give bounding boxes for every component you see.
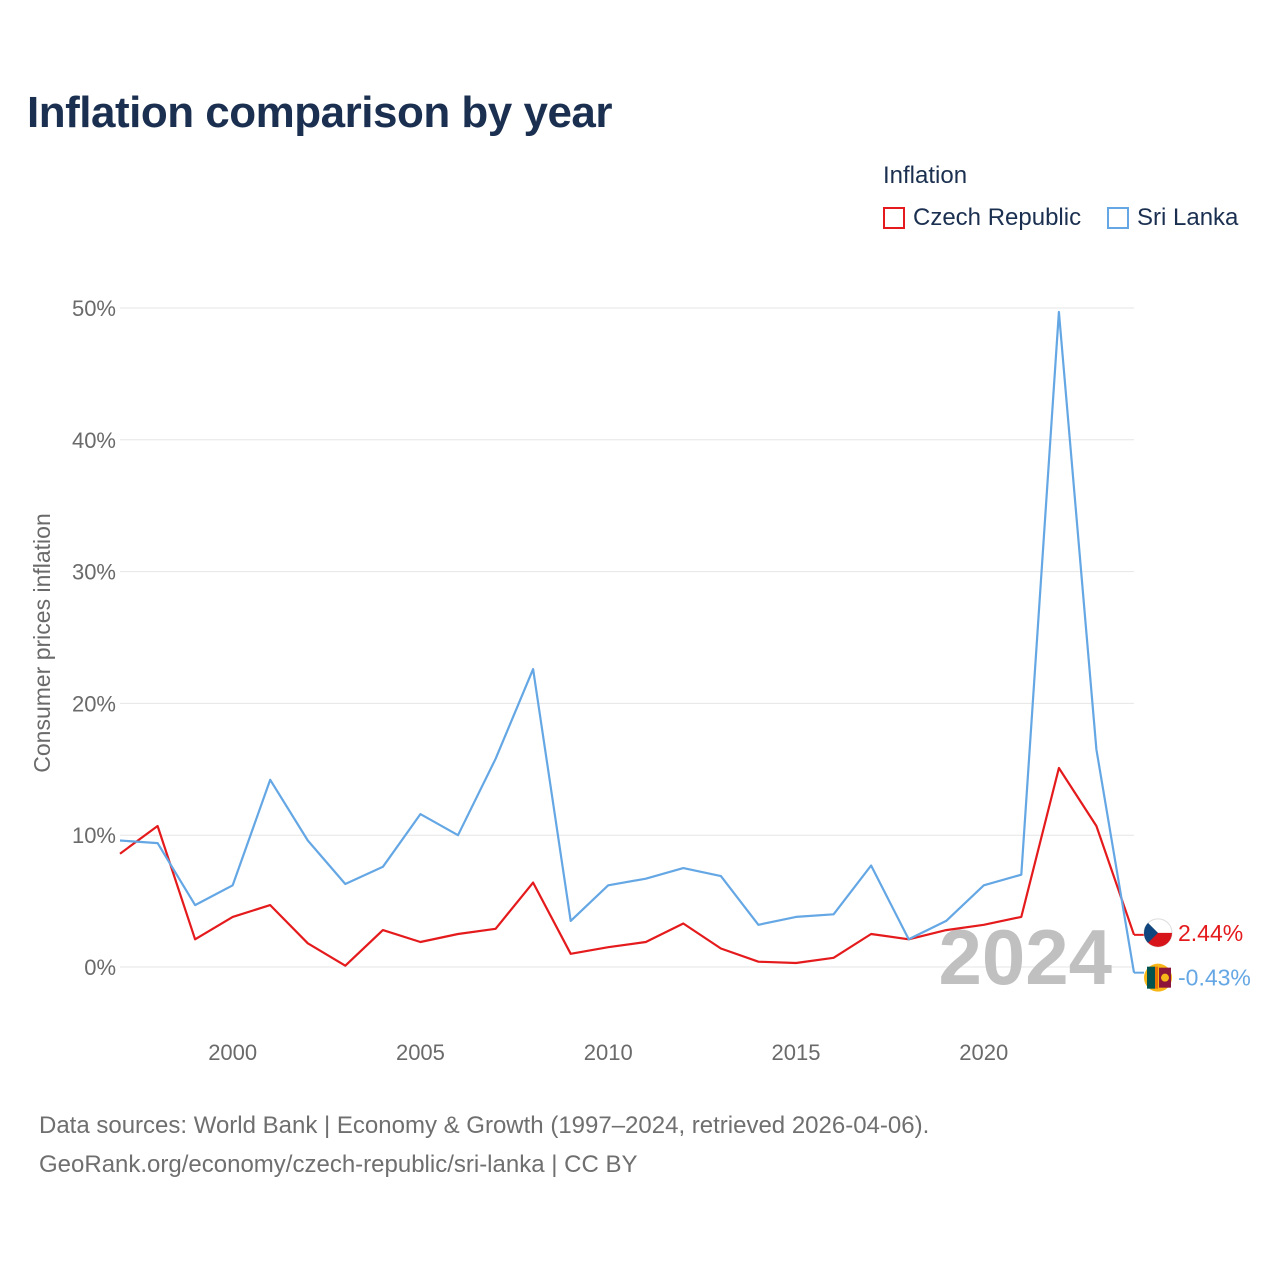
y-tick-label: 30% (72, 560, 116, 585)
data-point-sri-lanka (944, 919, 948, 923)
source-line-1: Data sources: World Bank | Economy & Gro… (39, 1112, 930, 1139)
y-tick-label: 0% (84, 955, 116, 980)
y-tick-label: 50% (72, 296, 116, 321)
data-point-czech-republic (494, 927, 498, 931)
chart-title: Inflation comparison by year (27, 88, 613, 137)
data-point-czech-republic (418, 940, 422, 944)
y-axis-ticks: 0% 10% 20% 30% 40% 50% (72, 296, 116, 980)
y-tick-label: 40% (72, 428, 116, 453)
data-point-sri-lanka (456, 833, 460, 837)
gridlines (120, 307, 1134, 968)
data-point-czech-republic (944, 928, 948, 932)
x-tick-label: 2010 (584, 1040, 633, 1065)
data-point-sri-lanka (907, 937, 911, 941)
data-point-sri-lanka (719, 874, 723, 878)
series-line-czech-republic (119, 766, 1136, 967)
end-value-label-czech-republic: 2.44% (1178, 920, 1243, 946)
data-point-czech-republic (719, 947, 723, 951)
data-point-czech-republic (193, 937, 197, 941)
legend-label-czech-republic: Czech Republic (913, 204, 1082, 231)
x-tick-label: 2005 (396, 1040, 445, 1065)
data-point-czech-republic (1094, 824, 1098, 828)
legend-label-sri-lanka: Sri Lanka (1137, 204, 1239, 231)
data-point-czech-republic (1019, 915, 1023, 919)
data-point-sri-lanka (306, 838, 310, 842)
data-point-czech-republic (681, 922, 685, 926)
data-point-czech-republic (531, 881, 535, 885)
legend-swatch-sri-lanka (1107, 207, 1129, 229)
data-point-sri-lanka (644, 877, 648, 881)
sri-lanka-flag-orange (1155, 966, 1158, 989)
data-point-sri-lanka (418, 812, 422, 816)
data-point-sri-lanka (343, 882, 347, 886)
legend-swatch-czech-republic (883, 207, 905, 229)
data-point-sri-lanka (982, 883, 986, 887)
data-point-czech-republic (832, 956, 836, 960)
data-point-sri-lanka (118, 838, 122, 842)
data-point-sri-lanka (1094, 748, 1098, 752)
x-tick-label: 2020 (959, 1040, 1008, 1065)
y-tick-label: 10% (72, 823, 116, 848)
data-point-czech-republic (343, 964, 347, 968)
data-point-czech-republic (606, 945, 610, 949)
data-point-czech-republic (156, 824, 160, 828)
data-point-czech-republic (306, 941, 310, 945)
source-line-2: GeoRank.org/economy/czech-republic/sri-l… (39, 1151, 638, 1178)
data-point-czech-republic (982, 923, 986, 927)
data-point-czech-republic (756, 960, 760, 964)
series-line-sri-lanka (119, 310, 1136, 973)
data-point-czech-republic (118, 852, 122, 856)
data-point-sri-lanka (794, 915, 798, 919)
data-point-sri-lanka (569, 919, 573, 923)
data-point-czech-republic (456, 932, 460, 936)
legend-item-sri-lanka[interactable]: Sri Lanka (1107, 204, 1238, 232)
data-point-czech-republic (268, 903, 272, 907)
data-point-sri-lanka (1057, 310, 1061, 314)
current-year-label: 2024 (938, 913, 1112, 1001)
data-point-sri-lanka (494, 757, 498, 761)
data-point-sri-lanka (832, 912, 836, 916)
data-point-sri-lanka (381, 865, 385, 869)
legend-item-czech-republic[interactable]: Czech Republic (883, 204, 1081, 232)
series-lines (118, 310, 1136, 973)
data-point-sri-lanka (1019, 873, 1023, 877)
data-point-sri-lanka (681, 866, 685, 870)
data-point-czech-republic (231, 915, 235, 919)
data-point-czech-republic (1057, 766, 1061, 770)
data-source: Data sources: World Bank | Economy & Gro… (39, 1106, 929, 1184)
data-point-czech-republic (794, 961, 798, 965)
data-point-sri-lanka (231, 883, 235, 887)
data-point-sri-lanka (156, 841, 160, 845)
data-point-czech-republic (869, 932, 873, 936)
data-point-czech-republic (569, 952, 573, 956)
data-point-sri-lanka (268, 778, 272, 782)
legend-title: Inflation (883, 162, 968, 189)
data-point-czech-republic (381, 928, 385, 932)
y-axis-label: Consumer prices inflation (29, 513, 55, 773)
x-tick-label: 2000 (208, 1040, 257, 1065)
czech-flag-blue (1143, 922, 1158, 943)
sri-lanka-flag-green (1147, 966, 1155, 989)
data-point-sri-lanka (606, 883, 610, 887)
data-point-sri-lanka (756, 923, 760, 927)
sri-lanka-flag-lion (1161, 973, 1169, 982)
data-point-sri-lanka (193, 903, 197, 907)
y-tick-label: 20% (72, 691, 116, 716)
data-point-sri-lanka (869, 864, 873, 868)
series-end-labels: 2.44% -0.43% (1134, 918, 1251, 992)
x-axis-ticks: 2000 2005 2010 2015 2020 (208, 1040, 1008, 1065)
data-point-sri-lanka (531, 667, 535, 671)
end-value-label-sri-lanka: -0.43% (1178, 965, 1251, 991)
x-tick-label: 2015 (772, 1040, 821, 1065)
data-point-czech-republic (644, 940, 648, 944)
